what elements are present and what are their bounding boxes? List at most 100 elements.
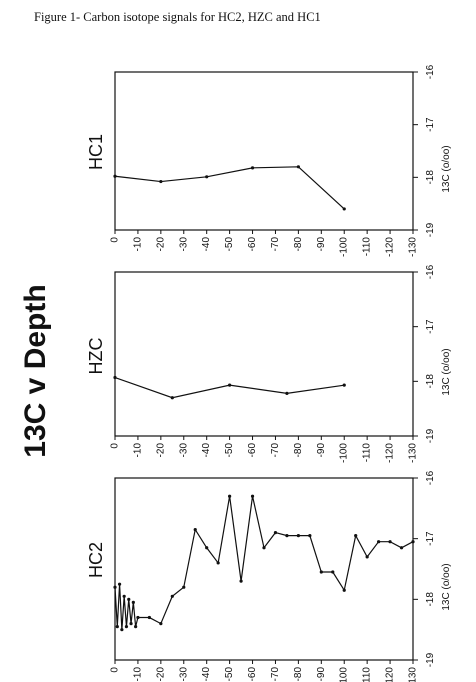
depth-tick-label: -110 [362, 667, 373, 682]
depth-tick-label: -80 [293, 443, 304, 458]
depth-tick-label: -20 [155, 667, 166, 682]
depth-tick-label: -130 [408, 667, 419, 682]
depth-tick-label: -120 [385, 667, 396, 682]
isotope-tick-label: -16 [425, 470, 436, 485]
depth-tick-label: -10 [132, 667, 143, 682]
depth-tick-label: -30 [178, 443, 189, 458]
data-point [239, 579, 243, 583]
depth-tick-label: -70 [270, 443, 281, 458]
isotope-tick-label: -16 [425, 264, 436, 279]
panel-hzc: 0 -10 -20 -30 -40 -50 -60 -70 -80 -90 -100 -110 -120… [86, 264, 452, 463]
isotope-axis-label: 13C (o/oo) [441, 348, 452, 395]
plot-frame [114, 271, 414, 437]
depth-tick-label: -90 [316, 667, 327, 682]
data-point [134, 625, 138, 629]
isotope-tick-label: -18 [425, 592, 436, 607]
figure-caption: Figure 1- Carbon isotope signals for HC2… [34, 10, 321, 24]
depth-tick-label: -120 [385, 443, 396, 463]
panel-title: HZC [86, 338, 106, 375]
data-point [159, 179, 163, 184]
panel-hc1: 0 -10 -20 -30 -40 -50 -60 -70 -80 -90 -100 -110 -120… [86, 64, 452, 257]
depth-tick-label: -110 [362, 443, 373, 463]
data-point [273, 531, 278, 535]
depth-tick-label: -100 [339, 443, 350, 463]
data-point [342, 383, 346, 387]
depth-tick-label: -80 [293, 237, 304, 252]
data-point [170, 396, 174, 400]
data-point [228, 383, 232, 387]
data-point [170, 594, 174, 598]
data-point [411, 540, 415, 544]
data-point [122, 594, 126, 598]
data-point [399, 546, 404, 550]
depth-tick-label: -40 [201, 443, 212, 458]
data-point [147, 615, 151, 620]
data-point [120, 628, 124, 632]
data-point [159, 622, 163, 626]
depth-tick-label: -20 [155, 443, 166, 458]
data-point [124, 625, 129, 629]
data-point [250, 166, 255, 170]
data-point [205, 175, 209, 179]
depth-tick-label: -80 [293, 667, 304, 682]
data-point [127, 597, 131, 601]
data-point [308, 534, 312, 538]
depth-tick-label: -30 [178, 237, 189, 252]
depth-tick-label: -40 [201, 667, 212, 682]
panel-hc2: 0 -10 -20 -30 -40 -50 -60 -70 -80 -90 -100 -110 -120… [86, 470, 452, 682]
depth-tick-label: -50 [224, 237, 235, 252]
data-point [216, 561, 220, 565]
isotope-axis-label: 13C (o/oo) [441, 563, 452, 610]
data-point [342, 207, 346, 211]
plot-frame [114, 477, 414, 661]
data-point [113, 375, 117, 380]
data-point [296, 534, 300, 538]
data-point [182, 585, 186, 589]
isotope-tick-label: -17 [425, 319, 436, 334]
data-point [262, 546, 266, 550]
depth-tick-label: -60 [247, 237, 258, 252]
depth-tick-label: -90 [316, 443, 327, 458]
data-point [331, 570, 335, 574]
depth-tick-label: -10 [132, 443, 143, 458]
depth-tick-label: -20 [155, 237, 166, 252]
data-point [285, 391, 289, 395]
depth-tick-label: -40 [201, 237, 212, 252]
isotope-tick-label: -18 [425, 374, 436, 389]
data-point [285, 534, 289, 538]
data-point [296, 165, 300, 169]
depth-tick-label: -70 [270, 667, 281, 682]
data-point [377, 540, 381, 544]
data-point [365, 555, 369, 559]
data-point [388, 540, 392, 544]
data-point [131, 600, 135, 604]
data-point [129, 622, 133, 626]
depth-tick-label: -50 [224, 443, 235, 458]
data-point [342, 588, 346, 592]
depth-tick-label: -120 [385, 237, 396, 257]
depth-tick-label: -70 [270, 237, 281, 252]
isotope-tick-label: -17 [425, 117, 436, 132]
isotope-tick-label: -18 [425, 170, 436, 185]
series-line [114, 166, 345, 210]
series-line [114, 376, 345, 399]
depth-tick-label: -30 [178, 667, 189, 682]
series-line [114, 496, 414, 630]
data-point [205, 546, 209, 550]
data-point [319, 570, 323, 574]
depth-tick-label: -10 [132, 237, 143, 252]
depth-tick-label: -60 [247, 667, 258, 682]
data-point [193, 527, 197, 532]
data-point [113, 174, 117, 178]
depth-tick-label: -90 [316, 237, 327, 252]
data-point [115, 625, 119, 629]
isotope-tick-label: -19 [425, 652, 436, 667]
isotope-tick-label: -19 [425, 222, 436, 237]
data-point [117, 582, 122, 586]
depth-tick-label: -50 [224, 667, 235, 682]
panel-title: HC2 [86, 542, 106, 578]
isotope-tick-label: -16 [425, 64, 436, 79]
data-point [136, 615, 140, 620]
depth-tick-label: 0 [110, 237, 121, 243]
